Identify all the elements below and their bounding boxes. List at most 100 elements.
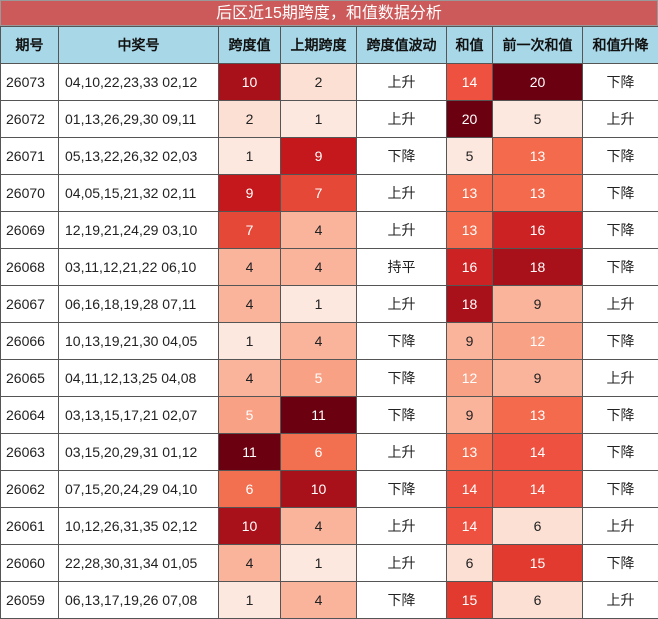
cell-issue: 26070 [0,174,59,212]
cell-numbers: 04,10,22,23,33 02,12 [58,63,219,101]
cell-numbers: 07,15,20,24,29 04,10 [58,470,219,508]
cell-numbers: 22,28,30,31,34 01,05 [58,544,219,582]
cell-span: 5 [218,396,281,434]
table-row: 26061 10,12,26,31,35 02,12 10 4 上升 14 6 上升 [0,507,658,545]
cell-prev-span: 11 [280,396,357,434]
cell-span-trend: 上升 [356,174,447,212]
header-sum-trend: 和值升降 [582,26,658,64]
cell-sum-trend: 下降 [582,322,658,360]
cell-prev-span: 1 [280,285,357,323]
header-prev-sum: 前一次和值 [492,26,583,64]
table-row: 26059 06,13,17,19,26 07,08 1 4 下降 15 6 上升 [0,581,658,619]
cell-span: 2 [218,100,281,138]
cell-prev-span: 4 [280,322,357,360]
table-row: 26060 22,28,30,31,34 01,05 4 1 上升 6 15 下降 [0,544,658,582]
cell-span-trend: 上升 [356,211,447,249]
cell-span-trend: 上升 [356,507,447,545]
table-body: 26073 04,10,22,23,33 02,12 10 2 上升 14 20 下降 2607… [0,63,658,619]
cell-issue: 26063 [0,433,59,471]
cell-sum: 20 [446,100,493,138]
cell-span: 4 [218,285,281,323]
table-row: 26070 04,05,15,21,32 02,11 9 7 上升 13 13 下降 [0,174,658,212]
cell-prev-span: 1 [280,100,357,138]
cell-numbers: 03,11,12,21,22 06,10 [58,248,219,286]
cell-sum-trend: 下降 [582,63,658,101]
cell-span-trend: 下降 [356,137,447,175]
cell-span: 9 [218,174,281,212]
cell-numbers: 05,13,22,26,32 02,03 [58,137,219,175]
cell-prev-span: 4 [280,581,357,619]
cell-sum: 14 [446,470,493,508]
table-row: 26062 07,15,20,24,29 04,10 6 10 下降 14 14 下降 [0,470,658,508]
cell-numbers: 10,13,19,21,30 04,05 [58,322,219,360]
cell-prev-sum: 14 [492,470,583,508]
table-row: 26073 04,10,22,23,33 02,12 10 2 上升 14 20 下降 [0,63,658,101]
cell-span-trend: 下降 [356,396,447,434]
cell-prev-span: 1 [280,544,357,582]
cell-sum-trend: 下降 [582,544,658,582]
cell-sum: 9 [446,396,493,434]
cell-sum: 14 [446,507,493,545]
table-row: 26072 01,13,26,29,30 09,11 2 1 上升 20 5 上升 [0,100,658,138]
cell-sum-trend: 上升 [582,285,658,323]
header-issue: 期号 [0,26,59,64]
cell-numbers: 01,13,26,29,30 09,11 [58,100,219,138]
cell-prev-sum: 6 [492,507,583,545]
cell-span-trend: 上升 [356,285,447,323]
cell-prev-sum: 9 [492,359,583,397]
table-row: 26069 12,19,21,24,29 03,10 7 4 上升 13 16 下降 [0,211,658,249]
cell-numbers: 03,15,20,29,31 01,12 [58,433,219,471]
header-span: 跨度值 [218,26,281,64]
table-row: 26071 05,13,22,26,32 02,03 1 9 下降 5 13 下降 [0,137,658,175]
cell-prev-sum: 13 [492,174,583,212]
cell-sum-trend: 下降 [582,396,658,434]
cell-prev-sum: 13 [492,396,583,434]
cell-issue: 26067 [0,285,59,323]
header-sum: 和值 [446,26,493,64]
cell-prev-sum: 13 [492,137,583,175]
cell-sum: 12 [446,359,493,397]
cell-prev-sum: 18 [492,248,583,286]
cell-span: 7 [218,211,281,249]
cell-issue: 26059 [0,581,59,619]
cell-sum-trend: 下降 [582,433,658,471]
cell-prev-span: 5 [280,359,357,397]
cell-issue: 26061 [0,507,59,545]
table-row: 26065 04,11,12,13,25 04,08 4 5 下降 12 9 上升 [0,359,658,397]
cell-span: 10 [218,507,281,545]
cell-sum-trend: 下降 [582,470,658,508]
cell-prev-sum: 16 [492,211,583,249]
cell-sum: 18 [446,285,493,323]
cell-span: 4 [218,359,281,397]
cell-span-trend: 下降 [356,322,447,360]
cell-span-trend: 上升 [356,63,447,101]
cell-sum-trend: 下降 [582,211,658,249]
span-sum-table: 期号 中奖号 跨度值 上期跨度 跨度值波动 和值 前一次和值 和值升降 2607… [0,26,658,619]
cell-prev-span: 9 [280,137,357,175]
cell-prev-sum: 14 [492,433,583,471]
cell-sum: 6 [446,544,493,582]
cell-span-trend: 下降 [356,581,447,619]
cell-prev-span: 6 [280,433,357,471]
cell-prev-span: 7 [280,174,357,212]
cell-numbers: 06,13,17,19,26 07,08 [58,581,219,619]
cell-prev-span: 2 [280,63,357,101]
cell-span-trend: 下降 [356,359,447,397]
cell-span: 4 [218,544,281,582]
table-row: 26063 03,15,20,29,31 01,12 11 6 上升 13 14 下降 [0,433,658,471]
cell-span-trend: 下降 [356,470,447,508]
cell-issue: 26068 [0,248,59,286]
cell-sum: 9 [446,322,493,360]
cell-sum-trend: 下降 [582,248,658,286]
cell-issue: 26072 [0,100,59,138]
table-row: 26066 10,13,19,21,30 04,05 1 4 下降 9 12 下降 [0,322,658,360]
cell-span: 1 [218,137,281,175]
cell-sum-trend: 下降 [582,137,658,175]
cell-sum: 13 [446,433,493,471]
cell-span: 1 [218,322,281,360]
cell-sum: 16 [446,248,493,286]
cell-numbers: 12,19,21,24,29 03,10 [58,211,219,249]
cell-sum-trend: 上升 [582,359,658,397]
cell-span-trend: 上升 [356,100,447,138]
